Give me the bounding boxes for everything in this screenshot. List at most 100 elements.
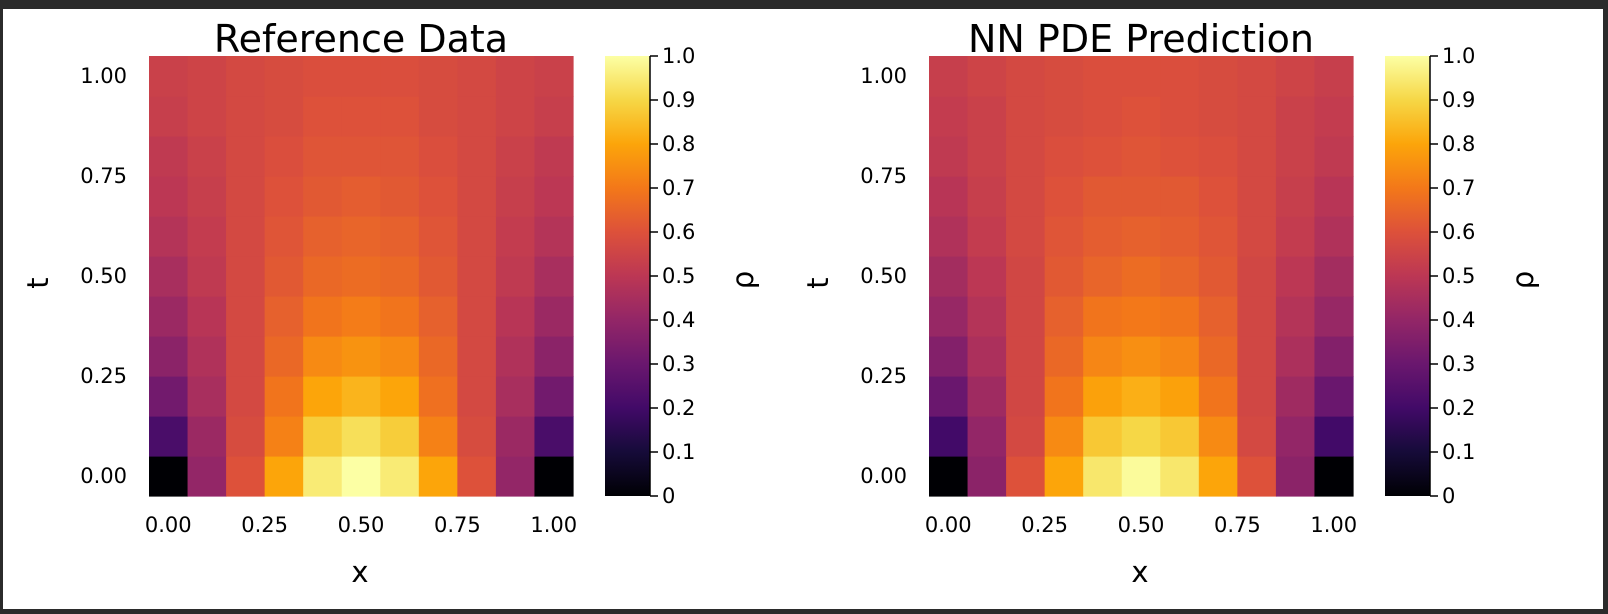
heatmap-cell [1237, 176, 1277, 217]
heatmap-cell [1083, 296, 1123, 337]
heatmap-cell [341, 456, 381, 497]
heatmap-cell [226, 256, 266, 297]
heatmap-cell [1083, 376, 1123, 417]
heatmap-cell [1314, 96, 1354, 137]
heatmap-cell [341, 96, 381, 137]
heatmap-cell [457, 96, 497, 137]
heatmap-cell [1006, 136, 1046, 177]
heatmap-cell [341, 256, 381, 297]
heatmap-cell [457, 336, 497, 377]
y-tick-label: 0.25 [80, 364, 127, 388]
heatmap-cell [418, 416, 458, 457]
heatmap-cell [1044, 376, 1084, 417]
heatmap-cell [149, 136, 189, 177]
heatmap-cell [534, 296, 574, 337]
heatmap-cell [1160, 176, 1200, 217]
heatmap-cell [495, 336, 536, 377]
heatmap-cell [226, 456, 266, 497]
heatmap-cell [1160, 136, 1200, 177]
y-tick-label: 0.00 [80, 464, 127, 488]
x-tick-label: 0.00 [925, 513, 972, 537]
heatmap-cell [380, 216, 420, 257]
colorbar-label: ρ [1506, 271, 1540, 289]
figure-frame: Reference Data 0.00 0.25 0.50 0.75 1.00 0.00… [3, 9, 1603, 609]
heatmap-cell [457, 416, 497, 457]
heatmap-cell [1198, 376, 1238, 417]
heatmap-cell [1006, 176, 1046, 217]
heatmap-cell [1237, 96, 1277, 137]
heatmap-cell [1083, 176, 1123, 217]
colorbar-tick-label: 0.1 [1442, 440, 1475, 464]
heatmap-cell [495, 296, 536, 337]
heatmap-cell [303, 456, 343, 497]
heatmap-cell [1044, 336, 1084, 377]
heatmap-cell [929, 416, 969, 457]
heatmap-cell [929, 336, 969, 377]
y-axis-ticks: 0.00 0.25 0.50 0.75 1.00 [80, 64, 127, 488]
heatmap-cell [1006, 336, 1046, 377]
colorbar-tick-label: 0 [1442, 484, 1455, 508]
heatmap-cell [495, 216, 536, 257]
colorbar-tick-label: 0.6 [662, 220, 695, 244]
heatmap-cell [1314, 296, 1354, 337]
heatmap-cell [1121, 296, 1161, 337]
heatmap-cell [303, 56, 343, 97]
heatmap-cell [1083, 96, 1123, 137]
heatmap-cell [1198, 256, 1238, 297]
heatmap-cell [1160, 296, 1200, 337]
heatmap-cell [1198, 176, 1238, 217]
heatmap-cell [967, 336, 1007, 377]
colorbar-tick-label: 1.0 [1442, 44, 1475, 68]
heatmap-cell [1121, 376, 1161, 417]
y-axis-ticks: 0.00 0.25 0.50 0.75 1.00 [860, 64, 907, 488]
heatmap-cell [1237, 416, 1277, 457]
heatmap-cell [967, 256, 1007, 297]
heatmap-cell [967, 56, 1007, 97]
colorbar-tick-label: 0.7 [1442, 176, 1475, 200]
heatmap-cell [495, 136, 536, 177]
colorbar-tick-label: 0.3 [662, 352, 695, 376]
heatmap-cell [187, 216, 227, 257]
heatmap-cell [1006, 96, 1046, 137]
heatmap-cell [187, 136, 227, 177]
x-tick-label: 0.50 [1118, 513, 1165, 537]
heatmap-cell [1314, 56, 1354, 97]
heatmap-cell [226, 296, 266, 337]
colorbar-tick-label: 0.5 [1442, 264, 1475, 288]
heatmap-cell [1083, 256, 1123, 297]
colorbar-label: ρ [726, 271, 760, 289]
colorbar-tick-label: 0.5 [662, 264, 695, 288]
heatmap-cell [264, 216, 304, 257]
heatmap-cell [1121, 56, 1161, 97]
heatmap-cell [1275, 376, 1316, 417]
heatmap-cell [967, 136, 1007, 177]
x-tick-label: 0.25 [1021, 513, 1068, 537]
heatmap-figure: Reference Data 0.00 0.25 0.50 0.75 1.00 0.00… [21, 17, 1540, 589]
heatmap-cell [380, 56, 420, 97]
heatmap-cell [341, 56, 381, 97]
heatmap-cell [264, 96, 304, 137]
heatmap-cell [380, 456, 420, 497]
heatmap-cell [418, 376, 458, 417]
heatmap-cell [380, 136, 420, 177]
heatmap-cell [1044, 296, 1084, 337]
heatmap-cell [967, 216, 1007, 257]
colorbar-tick-label: 1.0 [662, 44, 695, 68]
heatmap-cell [1044, 96, 1084, 137]
heatmap-cell [495, 456, 536, 497]
heatmap-cell [264, 456, 304, 497]
heatmap-cell [149, 96, 189, 137]
heatmap-cell [1275, 256, 1316, 297]
x-tick-label: 0.75 [434, 513, 481, 537]
heatmap-cell [303, 176, 343, 217]
heatmap-cells [149, 56, 574, 497]
heatmap-cell [303, 136, 343, 177]
heatmap-cell [418, 456, 458, 497]
heatmap-cell [1006, 456, 1046, 497]
heatmap-cell [1121, 216, 1161, 257]
colorbar-tick-label: 0 [662, 484, 675, 508]
y-tick-label: 0.50 [860, 264, 907, 288]
heatmap-cell [380, 296, 420, 337]
heatmap-cell [534, 456, 574, 497]
heatmap-cell [1044, 56, 1084, 97]
